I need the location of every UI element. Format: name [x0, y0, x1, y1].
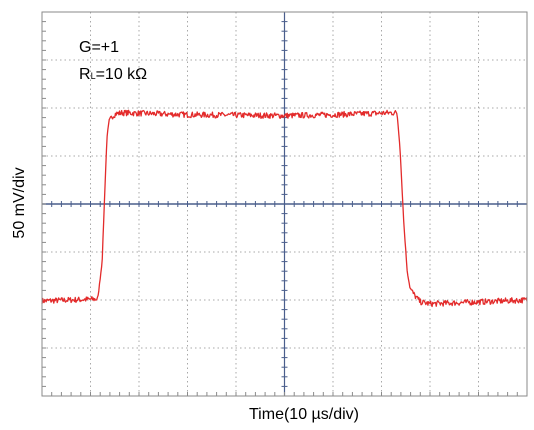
load-annotation: RL=10 kΩ [79, 66, 147, 83]
load-prefix: R [79, 66, 91, 83]
gain-annotation: G=+1 [79, 39, 119, 56]
load-subscript: L [91, 71, 96, 81]
y-axis-label: 50 mV/div [11, 167, 28, 238]
signal-trace-0 [41, 109, 528, 308]
center-axes [42, 12, 527, 396]
plot-frame [41, 11, 528, 397]
series-layer [41, 109, 528, 308]
load-value: =10 kΩ [96, 66, 148, 83]
x-axis-label: Time(10 µs/div) [249, 406, 359, 423]
